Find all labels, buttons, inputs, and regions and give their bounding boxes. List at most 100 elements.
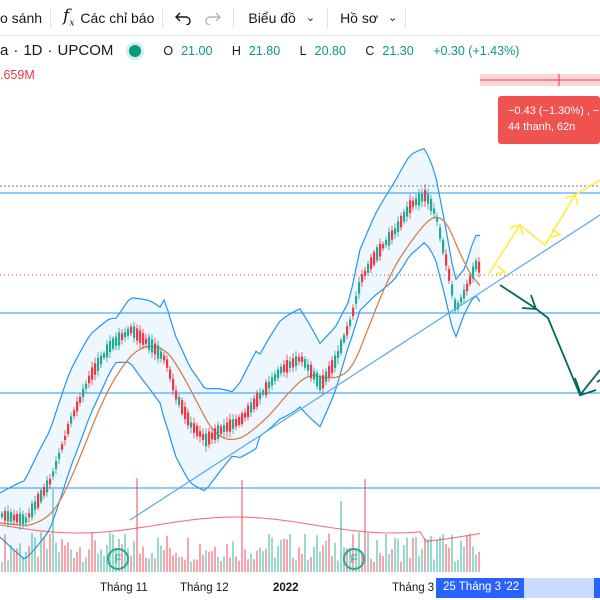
candle-body (100, 355, 103, 365)
candle-body (115, 336, 118, 346)
volume-bar (61, 539, 63, 572)
volume-bar (91, 532, 93, 572)
arrow-head-icon (564, 194, 579, 206)
volume-bar (469, 533, 471, 572)
compare-button[interactable]: o sánh (0, 0, 50, 36)
candle-body (58, 452, 61, 460)
candle-body (154, 343, 157, 355)
volume-bar (454, 561, 456, 572)
financial-event-badge[interactable]: F (343, 548, 365, 570)
candle-body (127, 328, 130, 336)
candle-body (235, 418, 238, 427)
candle-body (184, 406, 187, 420)
symbol-name[interactable]: a (0, 42, 9, 59)
volume-bar (187, 537, 189, 572)
volume-bar (391, 549, 393, 572)
market-status-icon[interactable] (129, 44, 142, 57)
volume-bar (103, 555, 105, 572)
volume-bar (217, 556, 219, 572)
candle-body (310, 364, 313, 379)
volume-bar (373, 561, 375, 572)
indicators-button[interactable]: fx Các chỉ báo (51, 0, 162, 36)
candle-body (385, 239, 388, 246)
profile-menu-button[interactable]: Hồ sơ ⌄ (328, 0, 405, 36)
candle-body (412, 200, 415, 207)
candle-body (421, 193, 424, 202)
candle-body (400, 215, 403, 228)
candle-body (454, 299, 457, 311)
candle-body (418, 193, 421, 206)
time-axis[interactable]: Tháng 11 Tháng 12 2022 Tháng 3 (0, 576, 600, 600)
redo-button[interactable] (197, 0, 233, 36)
candle-body (97, 357, 100, 372)
candle-body (397, 221, 400, 232)
candle-body (271, 377, 274, 386)
candle-body (73, 410, 76, 417)
candle-body (175, 390, 178, 400)
volume-bar (46, 548, 48, 572)
projection-path-up (487, 179, 600, 276)
candle-body (208, 431, 211, 445)
volume-bar (58, 552, 60, 572)
chevron-down-icon: ⌄ (305, 12, 316, 24)
volume-bar (265, 548, 267, 572)
volume-bar (412, 537, 414, 572)
volume-bar (79, 547, 81, 572)
candle-body (343, 335, 346, 343)
volume-bar (340, 501, 342, 572)
candle-body (43, 486, 46, 496)
volume-bar (322, 544, 324, 572)
volume-bar (427, 538, 429, 572)
candle-body (190, 422, 193, 428)
volume-bar (235, 556, 237, 572)
candle-body (4, 511, 7, 521)
candle-body (25, 517, 28, 523)
candle-body (79, 396, 82, 403)
candle-body (193, 423, 196, 433)
volume-bar (367, 532, 369, 572)
candle-body (334, 355, 337, 369)
chart-menu-button[interactable]: Biểu đồ ⌄ (234, 0, 327, 36)
event-letter: F (350, 552, 358, 566)
undo-button[interactable] (163, 0, 197, 36)
volume-bar (229, 557, 231, 572)
candle-body (103, 353, 106, 358)
candle-body (160, 351, 163, 359)
volume-bar (181, 556, 183, 572)
candle-body (139, 330, 142, 343)
volume-bar (325, 540, 327, 572)
candle-body (241, 413, 244, 425)
toolbar-divider (233, 7, 235, 28)
financial-event-badge[interactable]: F (107, 548, 129, 570)
volume-bar (4, 534, 6, 572)
candle-body (70, 416, 73, 424)
arrow-head-icon (509, 224, 524, 236)
candle-body (181, 400, 184, 414)
volume-bar (70, 549, 72, 572)
bollinger-lower-band (0, 241, 481, 560)
volume-bar (175, 552, 177, 572)
candle-body (277, 369, 280, 378)
candle-body (13, 514, 16, 521)
volume-bar (142, 546, 144, 572)
candle-body (247, 405, 250, 417)
candle-body (88, 375, 91, 384)
volume-bar (403, 544, 405, 572)
volume-bar (334, 542, 336, 572)
candle-body (472, 266, 475, 279)
candle-body (232, 419, 235, 429)
volume-bar (154, 558, 156, 572)
candle-body (10, 512, 13, 522)
candle-body (379, 243, 382, 257)
volume-bar (172, 555, 174, 572)
event-letter: F (114, 552, 122, 566)
candle-body (376, 247, 379, 261)
volume-bar (466, 535, 468, 572)
candle-body (316, 372, 319, 387)
legend-separator: · (13, 42, 19, 59)
change-value: +0.30 (+1.43%) (433, 43, 520, 58)
volume-bar (193, 559, 195, 572)
chart-menu-label: Biểu đồ (248, 9, 296, 26)
volume-bar (205, 550, 207, 572)
